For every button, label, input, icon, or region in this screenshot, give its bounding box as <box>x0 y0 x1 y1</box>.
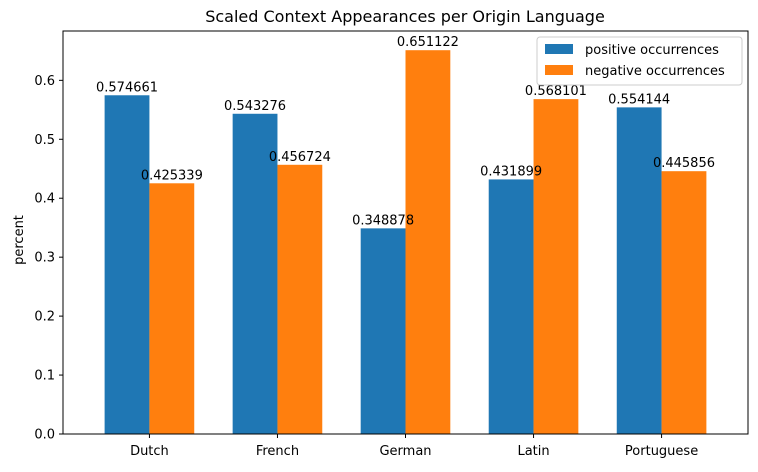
legend-box <box>536 36 743 86</box>
bars-layer <box>104 50 707 435</box>
bar-negative-german <box>405 50 451 434</box>
bar-negative-latin <box>533 99 579 434</box>
plot-frame <box>62 30 749 435</box>
bar-negative-french <box>277 164 323 435</box>
y-tick-label: 0.3 <box>34 251 55 266</box>
legend-swatch <box>545 65 573 75</box>
x-axis: Dutch French German Latin Portuguese <box>130 434 698 459</box>
bar-positive-latin <box>488 179 534 434</box>
bar-negative-portuguese <box>661 171 707 434</box>
legend-label: negative occurrences <box>585 64 725 79</box>
legend: positive occurrences negative occurrences <box>536 36 743 86</box>
data-label: 0.456724 <box>269 150 331 165</box>
data-label: 0.425339 <box>141 168 203 183</box>
y-axis-label: percent <box>12 215 27 265</box>
x-tick-label: Portuguese <box>625 444 698 459</box>
bar-positive-portuguese <box>616 107 662 435</box>
data-label: 0.543276 <box>224 99 286 114</box>
y-tick-label: 0.2 <box>34 310 55 325</box>
y-tick-label: 0.5 <box>34 133 55 148</box>
bar-negative-dutch <box>149 183 195 434</box>
data-label: 0.445856 <box>653 156 715 171</box>
x-tick-label: Latin <box>517 444 549 459</box>
data-label: 0.568101 <box>525 84 587 99</box>
bar-positive-french <box>232 113 278 435</box>
data-labels-layer: 0.574661 0.543276 0.348878 0.431899 0.554144… <box>96 35 715 228</box>
chart-title: Scaled Context Appearances per Origin La… <box>205 7 605 26</box>
y-tick-label: 0.6 <box>34 74 55 89</box>
y-axis: 0.0 0.1 0.2 0.3 0.4 0.5 0.6 <box>34 74 63 443</box>
bar-positive-german <box>360 228 406 434</box>
x-tick-label: French <box>256 444 299 459</box>
legend-label: positive occurrences <box>585 43 719 58</box>
y-tick-label: 0.4 <box>34 192 55 207</box>
x-tick-label: Dutch <box>130 444 169 459</box>
data-label: 0.574661 <box>96 80 158 95</box>
data-label: 0.431899 <box>480 164 542 179</box>
data-label: 0.651122 <box>397 35 459 50</box>
data-label: 0.348878 <box>352 213 414 228</box>
bar-positive-dutch <box>104 95 150 435</box>
data-label: 0.554144 <box>608 92 670 107</box>
y-tick-label: 0.0 <box>34 428 55 443</box>
y-tick-label: 0.1 <box>34 369 55 384</box>
x-tick-label: German <box>379 444 431 459</box>
legend-swatch <box>545 44 573 54</box>
